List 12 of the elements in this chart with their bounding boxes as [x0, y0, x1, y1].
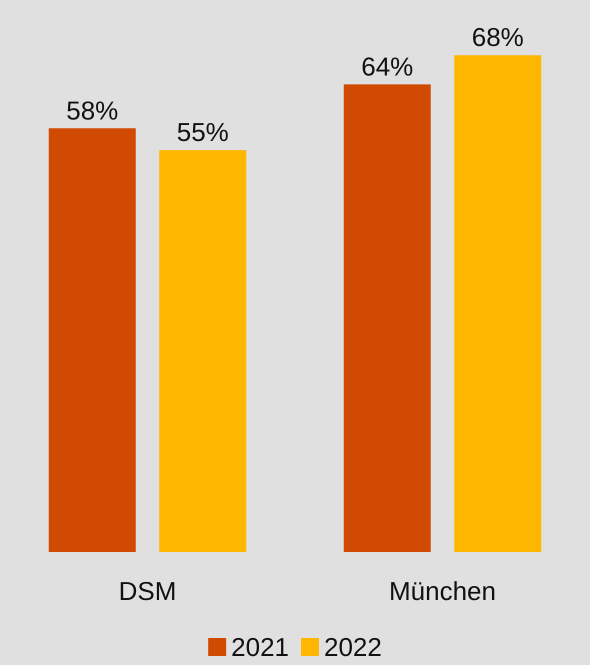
- data-label: 55%: [176, 117, 229, 148]
- legend-label: 2021: [231, 632, 290, 662]
- bar: [454, 55, 542, 552]
- bar: [344, 84, 431, 552]
- data-label: 64%: [361, 51, 414, 82]
- x-tick-label: DSM: [118, 576, 176, 606]
- legend-label: 2022: [324, 632, 382, 662]
- bar: [159, 150, 246, 552]
- data-label: 58%: [66, 95, 118, 126]
- bar: [48, 128, 136, 552]
- x-tick-label: München: [389, 576, 496, 606]
- data-label: 68%: [472, 22, 524, 52]
